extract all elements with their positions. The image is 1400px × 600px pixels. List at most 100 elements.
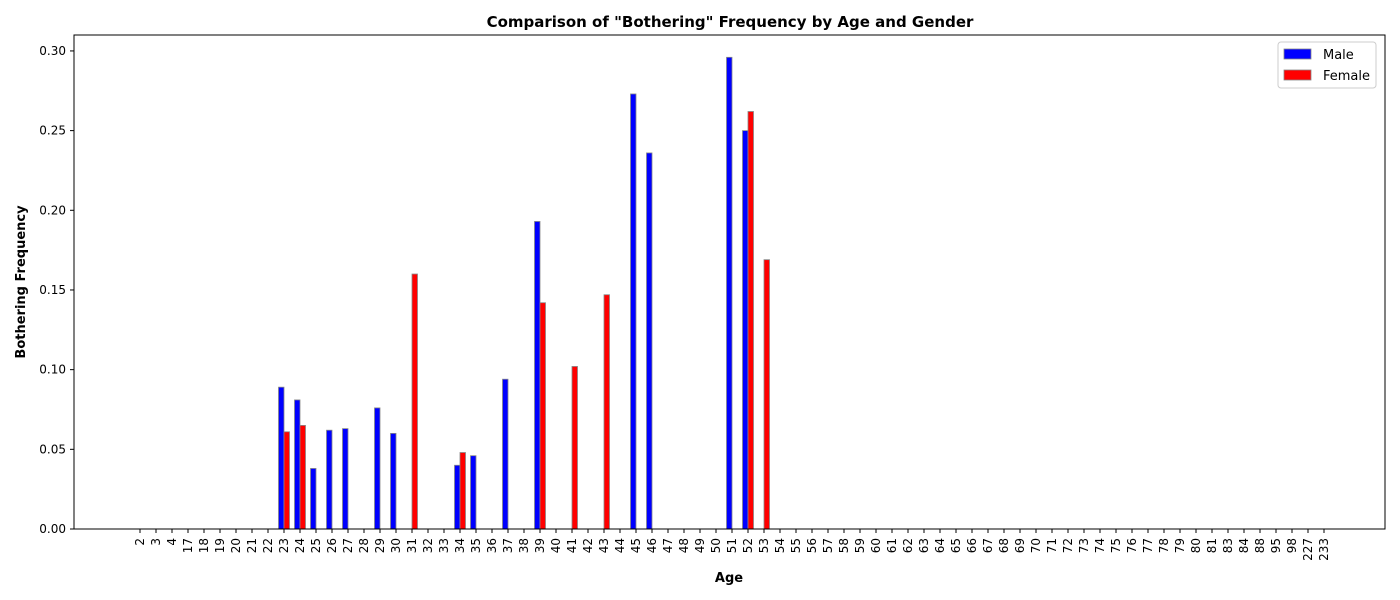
female-bar bbox=[763, 259, 770, 530]
y-tick-label: 0.15 bbox=[39, 283, 66, 297]
x-tick-label: 71 bbox=[1045, 538, 1059, 553]
x-tick-label: 22 bbox=[261, 538, 275, 553]
female-bar bbox=[747, 111, 754, 530]
male-bar bbox=[630, 93, 637, 530]
x-tick-label: 20 bbox=[229, 538, 243, 553]
x-tick-label: 49 bbox=[693, 538, 707, 553]
male-bar bbox=[278, 386, 285, 530]
x-tick-label: 25 bbox=[309, 538, 323, 553]
male-bar bbox=[374, 407, 381, 530]
x-tick-label: 29 bbox=[373, 538, 387, 553]
male-legend-label: Male bbox=[1323, 48, 1354, 63]
x-tick-label: 24 bbox=[293, 538, 307, 553]
male-legend-swatch bbox=[1283, 48, 1312, 60]
x-tick-label: 55 bbox=[789, 538, 803, 553]
legend: Male Female bbox=[1277, 41, 1377, 89]
x-tick-label: 60 bbox=[869, 538, 883, 553]
male-bar bbox=[454, 464, 461, 530]
x-tick-label: 41 bbox=[565, 538, 579, 553]
x-tick-label: 64 bbox=[933, 538, 947, 553]
female-bar bbox=[411, 273, 418, 530]
plot-frame bbox=[73, 34, 1386, 530]
male-bar bbox=[534, 221, 541, 530]
x-tick-label: 66 bbox=[965, 538, 979, 553]
x-tick-label: 51 bbox=[725, 538, 739, 553]
male-bar bbox=[294, 399, 301, 530]
x-tick-label: 59 bbox=[853, 538, 867, 553]
x-tick-label: 27 bbox=[341, 538, 355, 553]
x-tick-label: 35 bbox=[469, 538, 483, 553]
x-tick-label: 17 bbox=[181, 538, 195, 553]
x-tick-label: 74 bbox=[1093, 538, 1107, 553]
x-tick-label: 67 bbox=[981, 538, 995, 553]
x-tick-label: 31 bbox=[405, 538, 419, 553]
y-axis: 0.00 0.05 0.10 0.15 0.20 0.25 0.30 bbox=[39, 44, 74, 536]
x-tick-label: 4 bbox=[165, 538, 179, 546]
y-tick-label: 0.05 bbox=[39, 442, 66, 456]
x-tick-label: 61 bbox=[885, 538, 899, 553]
x-tick-label: 73 bbox=[1077, 538, 1091, 553]
x-tick-label: 56 bbox=[805, 538, 819, 553]
x-tick-label: 70 bbox=[1029, 538, 1043, 553]
x-tick-label: 33 bbox=[437, 538, 451, 553]
x-tick-label: 75 bbox=[1109, 538, 1123, 553]
x-tick-label: 50 bbox=[709, 538, 723, 553]
x-tick-label: 79 bbox=[1173, 538, 1187, 553]
x-tick-label: 83 bbox=[1221, 538, 1235, 553]
x-tick-label: 48 bbox=[677, 538, 691, 553]
x-tick-label: 76 bbox=[1125, 538, 1139, 553]
female-bar bbox=[539, 302, 546, 530]
x-tick-label: 37 bbox=[501, 538, 515, 553]
x-tick-label: 39 bbox=[533, 538, 547, 553]
female-bar bbox=[283, 431, 290, 530]
x-tick-label: 34 bbox=[453, 538, 467, 553]
male-bar bbox=[342, 428, 349, 530]
x-tick-label: 68 bbox=[997, 538, 1011, 553]
male-bar bbox=[310, 468, 317, 530]
y-tick-label: 0.10 bbox=[39, 363, 66, 377]
x-tick-label: 53 bbox=[757, 538, 771, 553]
female-bar bbox=[459, 452, 466, 530]
y-axis-title: Bothering Frequency bbox=[14, 205, 29, 359]
x-tick-label: 32 bbox=[421, 538, 435, 553]
x-tick-label: 46 bbox=[645, 538, 659, 553]
y-tick-label: 0.20 bbox=[39, 203, 66, 217]
female-legend-label: Female bbox=[1323, 69, 1370, 84]
x-tick-label: 2 bbox=[133, 538, 147, 546]
x-tick-label: 40 bbox=[549, 538, 563, 553]
x-tick-label: 38 bbox=[517, 538, 531, 553]
x-tick-label: 95 bbox=[1269, 538, 1283, 553]
x-tick-label: 30 bbox=[389, 538, 403, 553]
x-tick-label: 57 bbox=[821, 538, 835, 553]
x-tick-label: 72 bbox=[1061, 538, 1075, 553]
male-bar bbox=[742, 130, 749, 530]
male-bar bbox=[726, 56, 733, 530]
x-tick-label: 233 bbox=[1317, 538, 1331, 561]
x-tick-label: 84 bbox=[1237, 538, 1251, 553]
x-tick-label: 54 bbox=[773, 538, 787, 553]
x-tick-label: 58 bbox=[837, 538, 851, 553]
male-bar bbox=[390, 432, 397, 530]
x-tick-label: 78 bbox=[1157, 538, 1171, 553]
x-tick-label: 36 bbox=[485, 538, 499, 553]
bars-layer bbox=[278, 56, 770, 530]
x-tick-label: 28 bbox=[357, 538, 371, 553]
x-tick-label: 44 bbox=[613, 538, 627, 553]
chart-title: Comparison of "Bothering" Frequency by A… bbox=[487, 13, 974, 31]
x-tick-label: 69 bbox=[1013, 538, 1027, 553]
x-tick-label: 45 bbox=[629, 538, 643, 553]
x-tick-label: 88 bbox=[1253, 538, 1267, 553]
male-bar bbox=[646, 152, 653, 530]
y-tick-label: 0.30 bbox=[39, 44, 66, 58]
x-tick-label: 3 bbox=[149, 538, 163, 546]
female-bar bbox=[603, 294, 610, 530]
male-bar bbox=[326, 429, 333, 530]
x-tick-label: 42 bbox=[581, 538, 595, 553]
x-tick-label: 52 bbox=[741, 538, 755, 553]
y-tick-label: 0.25 bbox=[39, 124, 66, 138]
x-tick-label: 18 bbox=[197, 538, 211, 553]
x-tick-label: 63 bbox=[917, 538, 931, 553]
y-tick-label: 0.00 bbox=[39, 522, 66, 536]
x-tick-label: 26 bbox=[325, 538, 339, 553]
